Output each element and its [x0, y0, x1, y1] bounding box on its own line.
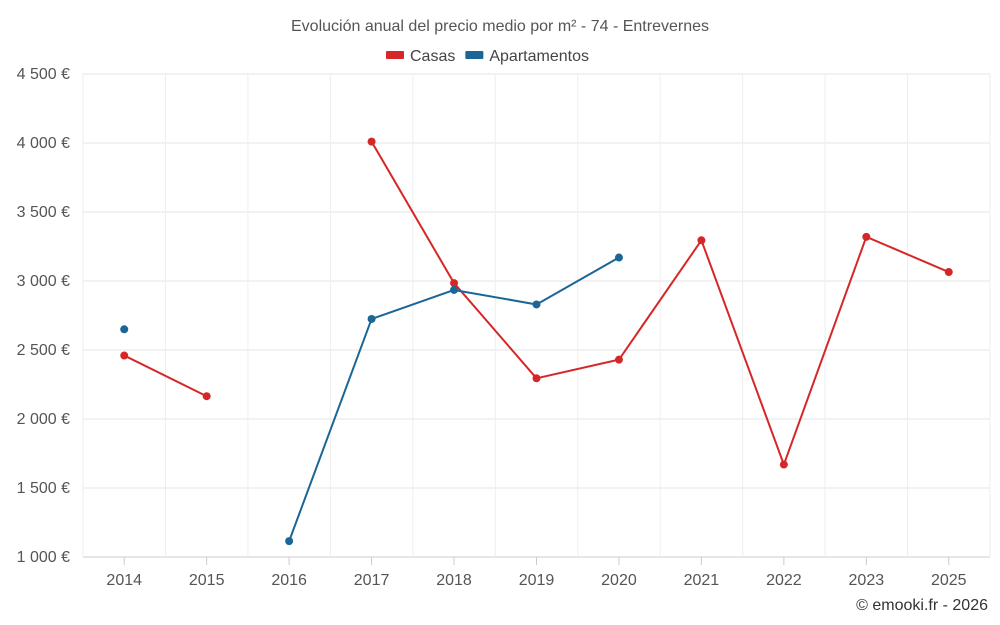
y-tick-label: 1 000 € [17, 549, 70, 566]
x-tick-label: 2025 [931, 572, 967, 589]
data-point[interactable] [450, 279, 459, 288]
y-tick-label: 2 000 € [17, 411, 70, 428]
x-tick-label: 2019 [519, 572, 555, 589]
series-line [123, 354, 208, 398]
series-layer [120, 137, 953, 546]
y-tick-label: 4 500 € [17, 66, 70, 83]
y-tick-label: 4 000 € [17, 135, 70, 152]
data-point[interactable] [862, 232, 871, 241]
data-point[interactable] [285, 537, 294, 546]
x-tick-label: 2017 [354, 572, 390, 589]
x-tick-label: 2018 [436, 572, 472, 589]
data-point[interactable] [944, 268, 953, 277]
data-point[interactable] [614, 253, 623, 262]
series-line [370, 141, 950, 466]
legend-label: Apartamentos [489, 48, 589, 65]
x-tick-label: 2021 [684, 572, 720, 589]
data-point[interactable] [367, 137, 376, 146]
x-tick-label: 2014 [106, 572, 142, 589]
x-tick-label: 2022 [766, 572, 802, 589]
series-apartamentos [120, 253, 623, 546]
y-tick-label: 3 500 € [17, 204, 70, 221]
legend[interactable]: Casas Apartamentos [386, 48, 589, 65]
data-point[interactable] [367, 314, 376, 323]
data-point[interactable] [532, 300, 541, 309]
grid [82, 73, 991, 558]
data-point[interactable] [614, 355, 623, 364]
x-axis: 2014 2015 2016 2017 2018 2019 2020 2021 2022 2023… [106, 557, 967, 589]
x-tick-label: 2016 [271, 572, 307, 589]
x-tick-label: 2023 [849, 572, 885, 589]
y-tick-label: 1 500 € [17, 480, 70, 497]
x-tick-label: 2020 [601, 572, 637, 589]
legend-item-apartamentos[interactable]: Apartamentos [465, 48, 589, 65]
y-tick-label: 2 500 € [17, 342, 70, 359]
data-point[interactable] [120, 325, 129, 334]
legend-label: Casas [410, 48, 455, 65]
series-line [288, 256, 620, 542]
y-tick-label: 3 000 € [17, 273, 70, 290]
credit: © emooki.fr - 2026 [856, 597, 988, 614]
data-point[interactable] [450, 285, 459, 294]
data-point[interactable] [779, 460, 788, 469]
data-point[interactable] [120, 351, 129, 360]
chart-title: Evolución anual del precio medio por m² … [291, 18, 709, 35]
y-axis: 1 000 € 1 500 € 2 000 € 2 500 € 3 000 € 3 500… [17, 66, 70, 566]
legend-swatch [386, 51, 404, 59]
legend-item-casas[interactable]: Casas [386, 48, 455, 65]
data-point[interactable] [697, 236, 706, 245]
data-point[interactable] [202, 392, 211, 401]
legend-swatch [465, 51, 484, 59]
series-casas [120, 137, 953, 469]
x-tick-label: 2015 [189, 572, 225, 589]
data-point[interactable] [532, 374, 541, 383]
